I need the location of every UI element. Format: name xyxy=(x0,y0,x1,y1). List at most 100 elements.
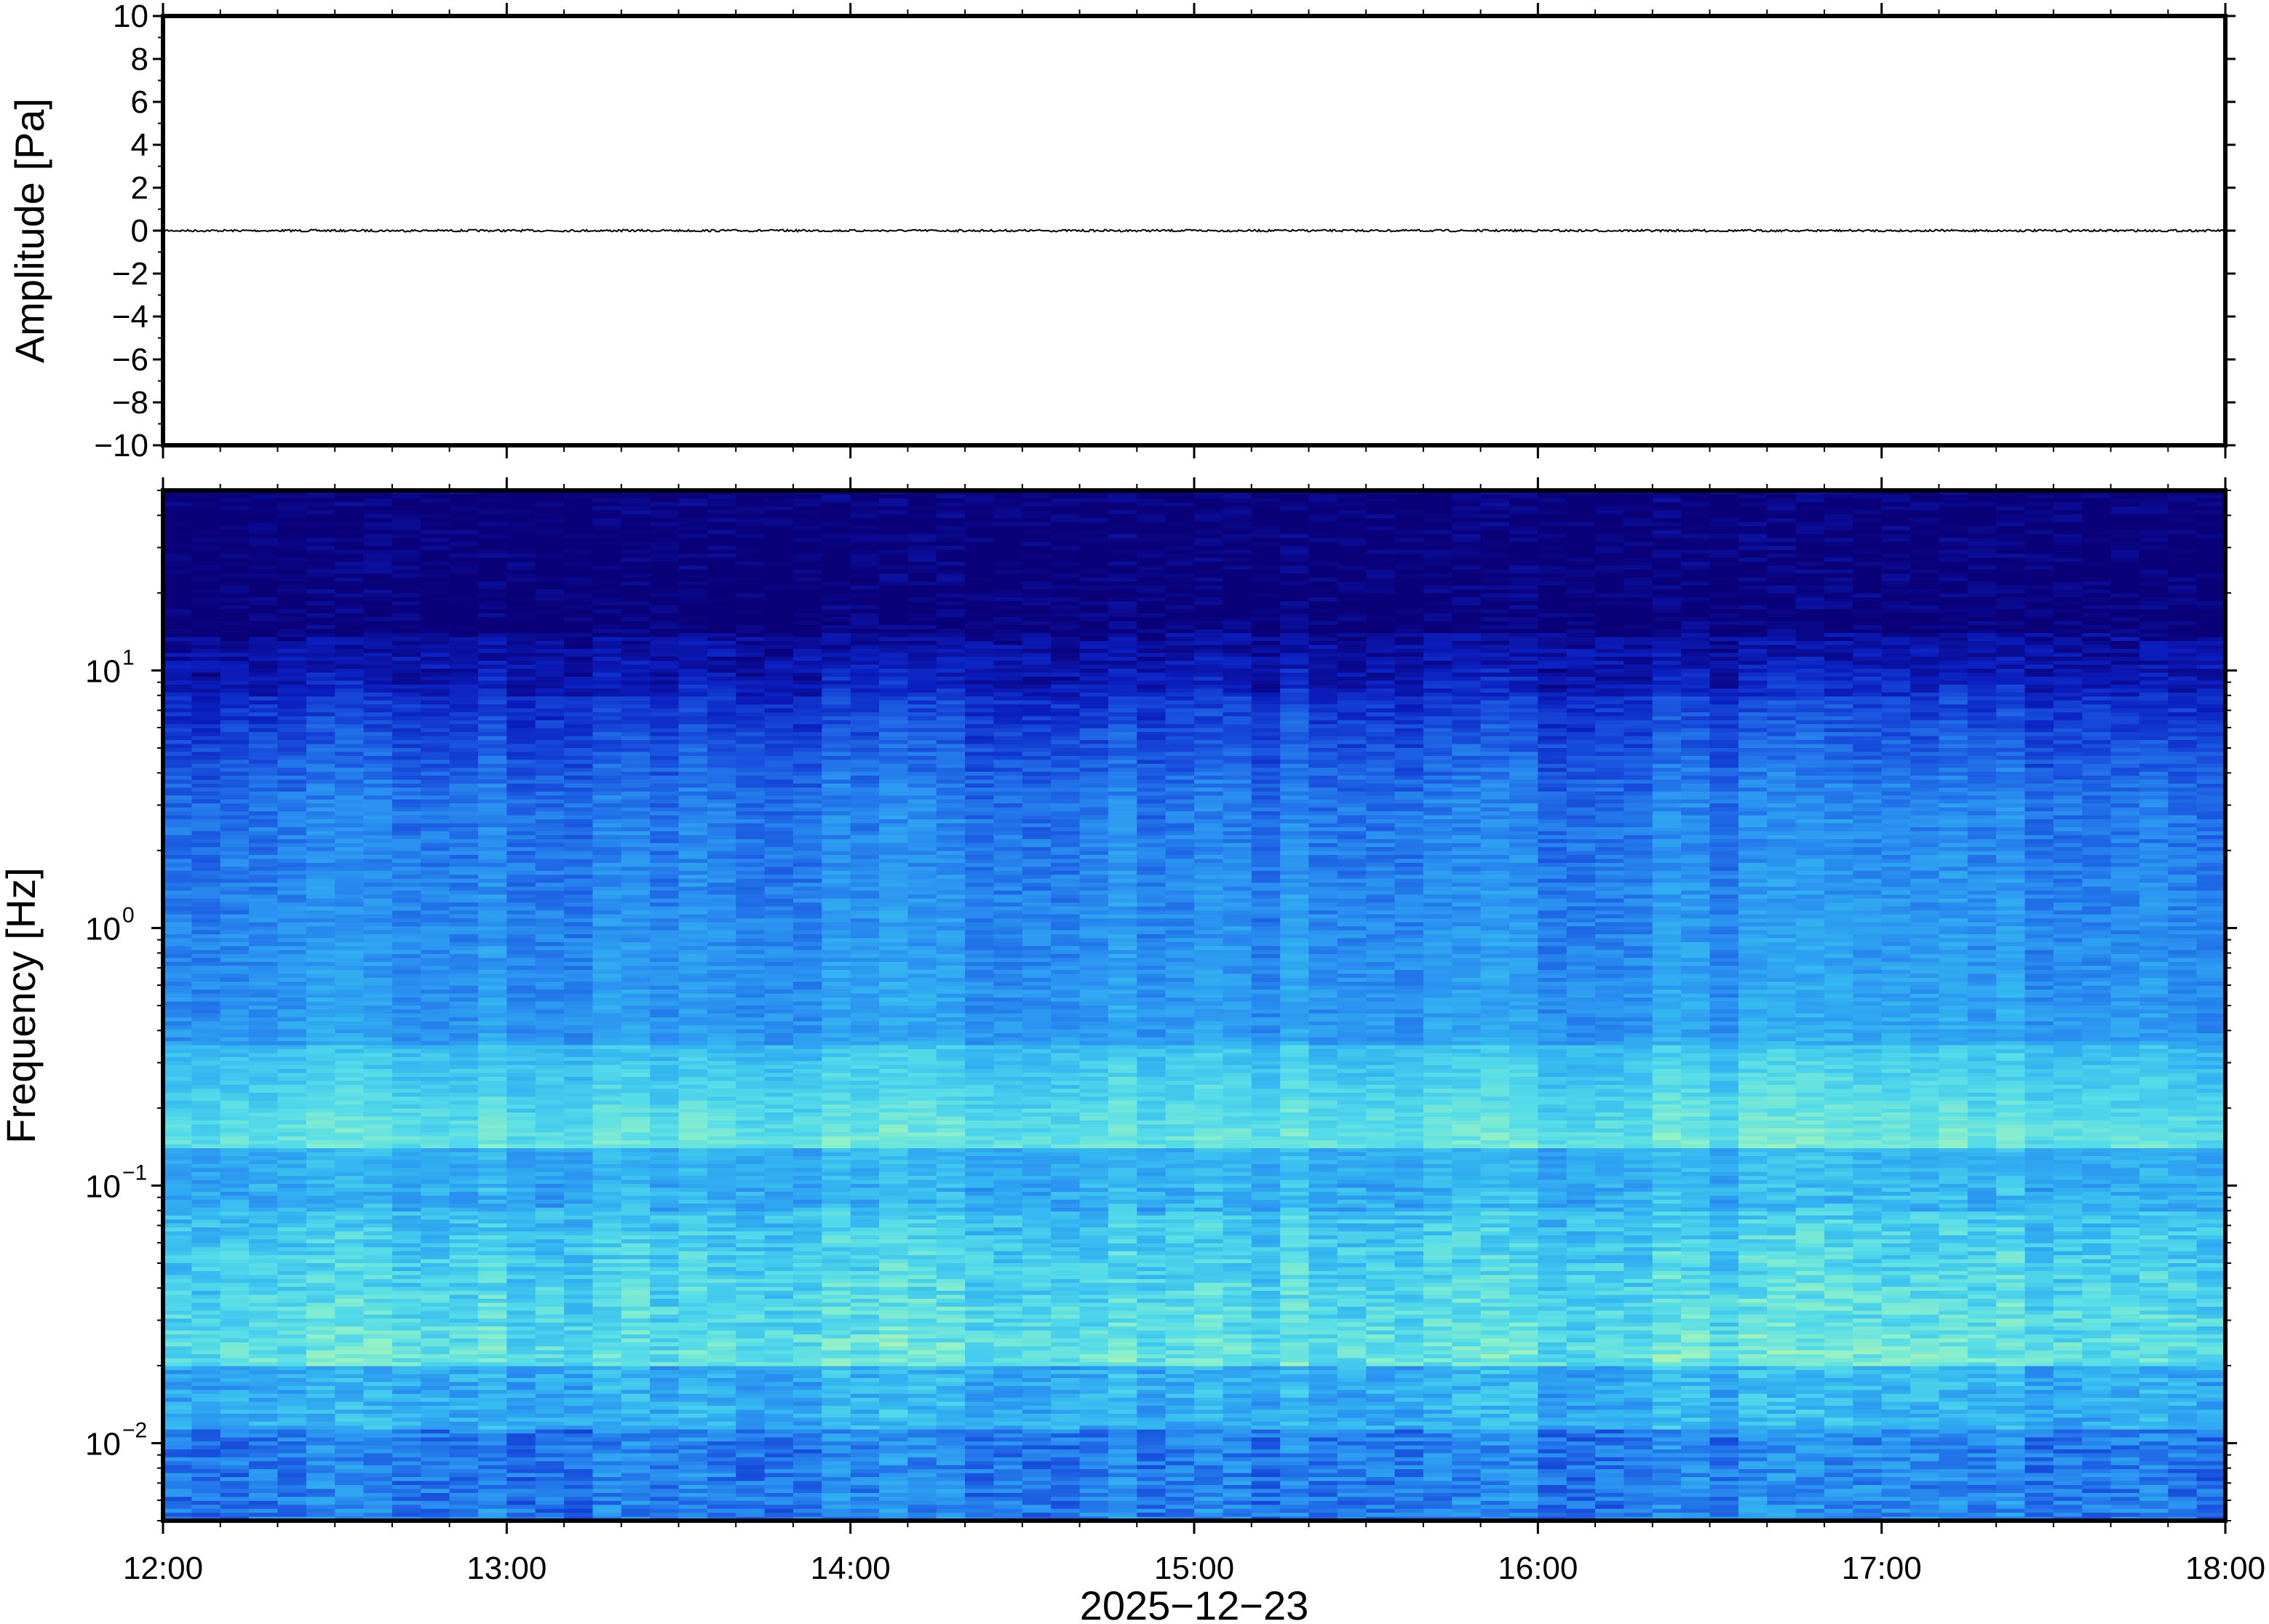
spectrogram-cell xyxy=(993,585,1023,590)
spectrogram-cell xyxy=(1709,530,1739,535)
spectrogram-cell xyxy=(1223,712,1252,717)
spectrogram-cell xyxy=(1194,538,1223,543)
spectrogram-cell xyxy=(1509,613,1538,618)
spectrogram-cell xyxy=(1738,581,1768,586)
spectrogram-cell xyxy=(1967,653,1997,658)
spectrogram-cell xyxy=(1480,621,1510,626)
spectrogram-cell xyxy=(535,617,565,622)
spectrogram-cell xyxy=(1452,720,1482,725)
spectrogram-cell xyxy=(535,546,565,551)
spectrogram-cell xyxy=(678,728,708,733)
spectrogram-cell xyxy=(879,593,908,598)
spectrogram-cell xyxy=(421,716,450,721)
spectrogram-cell xyxy=(1795,672,1825,677)
spectrogram-cell xyxy=(1423,510,1453,515)
spectrogram-cell xyxy=(764,593,794,598)
spectrogram-cell xyxy=(249,498,279,503)
spectrogram-cell xyxy=(621,621,651,626)
spectrogram-cell xyxy=(1738,510,1768,515)
spectrogram-cell xyxy=(1051,700,1081,705)
spectrogram-cell xyxy=(1108,744,1137,749)
spectrogram-cell xyxy=(592,514,622,519)
spectrogram-cell xyxy=(191,546,221,551)
spectrogram-cell xyxy=(1108,752,1137,757)
spectrogram-cell xyxy=(392,752,421,757)
spectrogram-cell xyxy=(2082,712,2112,717)
spectrogram-cell xyxy=(363,629,393,634)
spectrogram-cell xyxy=(1137,677,1167,681)
spectrogram-cell xyxy=(191,577,221,582)
spectrogram-cell xyxy=(936,494,966,499)
spectrogram-cell xyxy=(535,736,565,741)
spectrogram-cell xyxy=(478,728,507,733)
spectrogram-cell xyxy=(1480,688,1510,693)
spectrogram-cell xyxy=(850,677,880,681)
spectrogram-cell xyxy=(1452,724,1482,729)
spectrogram-cell xyxy=(2168,688,2198,693)
spectrogram-cell xyxy=(736,700,766,705)
spectrogram-cell xyxy=(392,732,421,737)
spectrogram-cell xyxy=(792,755,822,760)
spectrogram-cell xyxy=(1452,557,1482,562)
spectrogram-cell xyxy=(2110,712,2140,717)
spectrogram-cell xyxy=(1079,656,1109,661)
spectrogram-cell xyxy=(1423,562,1453,566)
spectrogram-cell xyxy=(220,700,250,705)
spectrogram-cell xyxy=(1366,605,1396,610)
spectrogram-cell xyxy=(421,724,450,729)
spectrogram-cell xyxy=(2082,629,2112,634)
spectrogram-cell xyxy=(736,645,766,650)
spectrogram-cell xyxy=(1996,609,2026,614)
spectrogram-cell xyxy=(163,704,192,709)
spectrogram-cell xyxy=(1394,629,1424,634)
spectrogram-cell xyxy=(792,752,822,757)
spectrogram-cell xyxy=(1137,661,1167,666)
spectrogram-cell xyxy=(1251,589,1281,594)
spectrogram-cell xyxy=(2196,502,2225,507)
spectrogram-cell xyxy=(2053,752,2083,757)
spectrogram-cell xyxy=(850,656,880,661)
spectrogram-cell xyxy=(1366,732,1396,737)
spectrogram-cell xyxy=(736,562,766,566)
spectrogram-cell xyxy=(650,680,680,685)
spectrogram-cell xyxy=(1681,589,1711,594)
spectrogram-cell xyxy=(1681,613,1711,618)
spectrogram-cell xyxy=(1165,557,1195,562)
spectrogram-cell xyxy=(707,617,736,622)
spectrogram-cell xyxy=(163,669,192,674)
spectrogram-cell xyxy=(1652,593,1682,598)
spectrogram-cell xyxy=(277,712,307,717)
spectrogram-cell xyxy=(965,648,995,653)
spectrogram-cell xyxy=(592,672,622,677)
spectrogram-cell xyxy=(249,562,279,566)
spectrogram-cell xyxy=(1165,641,1195,645)
spectrogram-cell xyxy=(1194,506,1223,511)
spectrogram-cell xyxy=(306,728,335,733)
spectrogram-cell xyxy=(1079,740,1109,745)
spectrogram-cell xyxy=(1996,645,2026,650)
spectrogram-cell xyxy=(1967,494,1997,499)
spectrogram-cell xyxy=(1022,518,1052,523)
spectrogram-cell xyxy=(306,589,335,594)
spectrogram-cell xyxy=(1652,518,1682,523)
spectrogram-cell xyxy=(1423,680,1453,685)
spectrogram-cell xyxy=(277,700,307,705)
spectrogram-cell xyxy=(2168,740,2198,745)
spectrogram-cell xyxy=(1738,677,1768,681)
spectrogram-cell xyxy=(1738,708,1768,713)
spectrogram-cell xyxy=(678,664,708,669)
spectrogram-cell xyxy=(1709,562,1739,566)
spectrogram-cell xyxy=(764,573,794,578)
spectrogram-cell xyxy=(1652,645,1682,650)
spectrogram-cell xyxy=(2024,538,2054,543)
spectrogram-cell xyxy=(1423,589,1453,594)
spectrogram-cell xyxy=(1108,680,1137,685)
spectrogram-cell xyxy=(1423,645,1453,650)
amplitude-trace xyxy=(163,228,2225,234)
spectrogram-cell xyxy=(1566,557,1596,562)
spectrogram-cell xyxy=(1910,669,1939,674)
spectrogram-cell xyxy=(1538,613,1567,618)
spectrogram-cell xyxy=(1366,554,1396,559)
spectrogram-cell xyxy=(822,720,851,725)
spectrogram-cell xyxy=(1624,688,1653,693)
